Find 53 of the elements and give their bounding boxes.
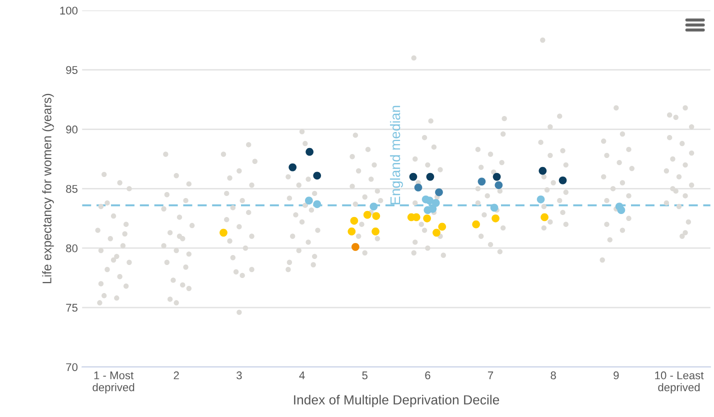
point [426, 172, 434, 181]
x-tick-label: 10 - Least deprived [655, 371, 704, 394]
y-tick-label: 85 [66, 184, 78, 193]
x-tick-label: 9 [614, 371, 619, 380]
point [288, 163, 297, 172]
point [536, 195, 545, 204]
point [617, 206, 626, 214]
point [472, 220, 480, 228]
y-tick-label: 95 [66, 66, 78, 74]
x-tick-label: 3 [236, 371, 242, 380]
point [478, 178, 486, 186]
y-axis-title: Life expectancy for women (years) [42, 94, 54, 284]
y-tick-label: 75 [66, 304, 78, 312]
point [370, 202, 378, 210]
point [426, 196, 434, 205]
point [313, 200, 322, 208]
point [350, 216, 358, 225]
y-tick-label: 90 [66, 126, 78, 134]
point [435, 188, 443, 196]
point [313, 172, 322, 180]
point [494, 181, 503, 190]
point [558, 176, 567, 184]
point [490, 204, 498, 212]
point [220, 228, 228, 237]
x-tick-label: 8 [550, 371, 556, 380]
point [372, 228, 380, 236]
point [414, 184, 422, 192]
point [363, 210, 372, 219]
x-tick-label: 4 [299, 372, 305, 380]
point [352, 243, 360, 251]
x-tick-label: 2 [174, 371, 179, 380]
ref-line-label: England median [390, 106, 403, 204]
point [348, 228, 356, 236]
point [540, 213, 548, 222]
point [492, 214, 500, 222]
point [306, 148, 314, 156]
y-tick-label: 80 [66, 244, 78, 252]
y-tick-label: 100 [60, 6, 78, 15]
point [423, 214, 431, 222]
point [538, 166, 547, 175]
x-tick-label: 7 [488, 372, 494, 380]
point [432, 199, 440, 207]
y-tick-label: 70 [66, 363, 78, 372]
point [492, 172, 501, 181]
x-tick-label: 1 - Most deprived [92, 372, 134, 394]
x-tick-label: 5 [362, 372, 368, 380]
x-tick-label: 6 [425, 371, 430, 380]
point [432, 228, 440, 237]
point [409, 172, 418, 181]
x-axis-title: Index of Multiple Deprivation Decile [294, 394, 500, 408]
point [305, 196, 313, 205]
point [372, 212, 380, 220]
point [438, 222, 446, 231]
